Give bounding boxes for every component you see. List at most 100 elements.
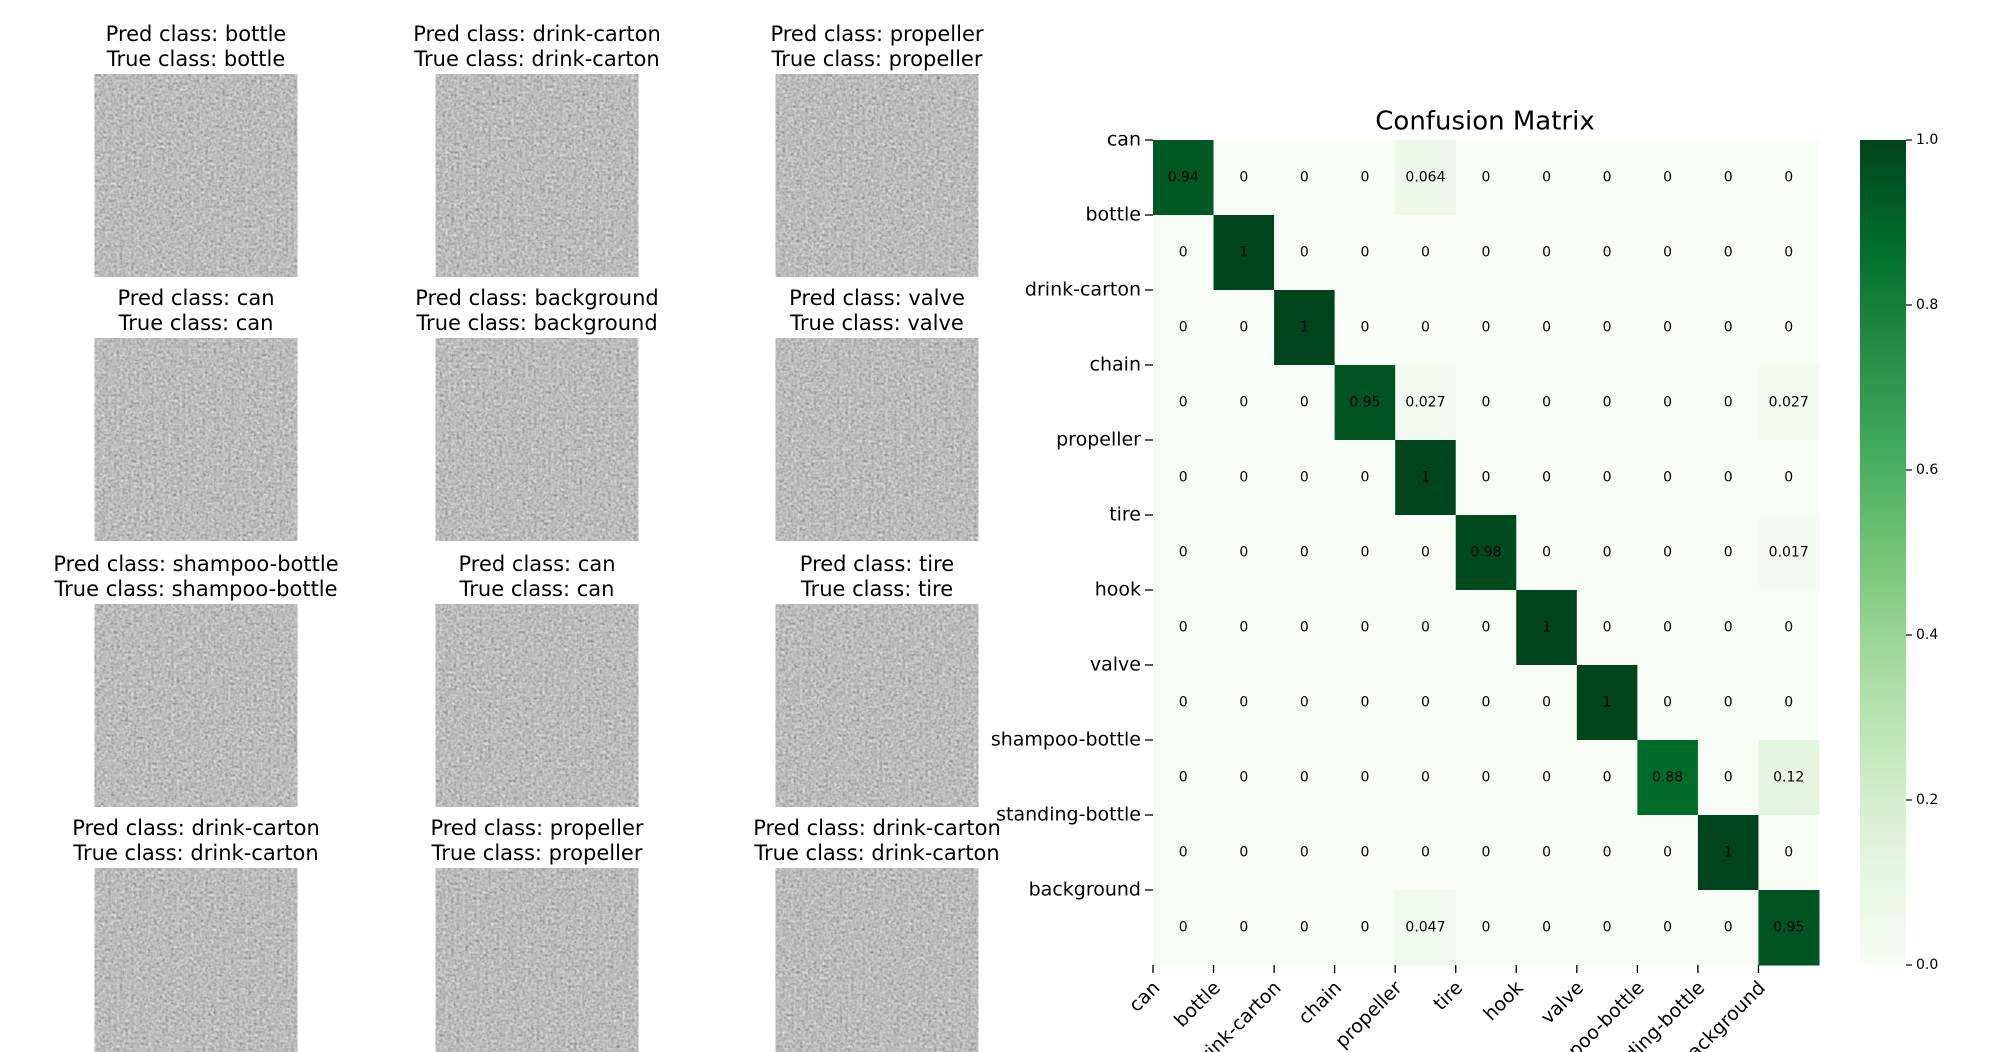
cell-label: 0 — [1179, 620, 1188, 636]
cell-label: 0 — [1421, 845, 1430, 861]
cell-label: 0 — [1603, 170, 1612, 186]
cell-label: 0 — [1300, 920, 1309, 936]
cell-label: 0 — [1542, 770, 1551, 786]
y-tick-label: valve — [1090, 654, 1141, 676]
cell-label: 0 — [1300, 395, 1309, 411]
cell-label: 0 — [1784, 845, 1793, 861]
figure: Pred class: bottleTrue class: bottlePred… — [0, 0, 2011, 1052]
cell-label: 0 — [1300, 545, 1309, 561]
cell-label: 0.064 — [1405, 170, 1445, 186]
sonar-image — [95, 338, 298, 541]
cell-label: 0 — [1663, 170, 1672, 186]
cell-label: 0 — [1724, 920, 1733, 936]
pred-label: Pred class: propeller — [770, 22, 983, 46]
cell-label: 0 — [1239, 695, 1248, 711]
cell-label: 0 — [1603, 920, 1612, 936]
cell-label: 0 — [1663, 920, 1672, 936]
cell-label: 0 — [1724, 545, 1733, 561]
cell-label: 0.027 — [1769, 395, 1809, 411]
cell-label: 0 — [1179, 545, 1188, 561]
cell-label: 0.95 — [1349, 395, 1380, 411]
cell-label: 0.047 — [1405, 920, 1445, 936]
true-label: True class: tire — [800, 577, 953, 601]
cell-label: 0.98 — [1470, 545, 1501, 561]
y-tick-label: can — [1107, 129, 1141, 151]
true-label: True class: drink-carton — [413, 47, 659, 71]
cell-label: 0 — [1542, 470, 1551, 486]
sonar-image — [436, 604, 639, 807]
cell-label: 0 — [1603, 395, 1612, 411]
cell-label: 0.88 — [1652, 770, 1683, 786]
cell-label: 0 — [1300, 620, 1309, 636]
cell-label: 0 — [1300, 845, 1309, 861]
colorbar-tick-label: 0.8 — [1916, 297, 1938, 313]
sonar-image — [776, 868, 979, 1052]
pred-label: Pred class: background — [415, 286, 658, 310]
cell-label: 0 — [1421, 770, 1430, 786]
x-tick-label: hook — [1479, 977, 1527, 1025]
true-label: True class: valve — [789, 311, 964, 335]
sonar-image — [776, 604, 979, 807]
sonar-image — [436, 338, 639, 541]
cell-label: 0 — [1179, 770, 1188, 786]
cell-label: 0 — [1603, 245, 1612, 261]
cell-label: 0 — [1179, 245, 1188, 261]
sonar-image — [776, 338, 979, 541]
y-tick-label: bottle — [1085, 204, 1141, 226]
true-label: True class: drink-carton — [753, 841, 999, 865]
cell-label: 0 — [1663, 395, 1672, 411]
cell-label: 0 — [1300, 245, 1309, 261]
cell-label: 0 — [1421, 320, 1430, 336]
cell-label: 0 — [1724, 770, 1733, 786]
cell-label: 0 — [1784, 320, 1793, 336]
cell-label: 0 — [1603, 620, 1612, 636]
cell-label: 0 — [1724, 245, 1733, 261]
x-tick-label: valve — [1537, 977, 1589, 1029]
cell-label: 0 — [1360, 470, 1369, 486]
colorbar-tick-label: 0.6 — [1916, 462, 1938, 478]
x-tick-label: can — [1125, 977, 1165, 1017]
pred-label: Pred class: can — [459, 552, 616, 576]
cell-label: 0 — [1179, 845, 1188, 861]
cell-label: 1 — [1542, 620, 1551, 636]
pred-label: Pred class: bottle — [106, 22, 287, 46]
cell-label: 0 — [1360, 545, 1369, 561]
cell-label: 0 — [1421, 245, 1430, 261]
pred-label: Pred class: propeller — [430, 816, 643, 840]
cell-label: 0 — [1663, 320, 1672, 336]
cell-label: 0.027 — [1405, 395, 1445, 411]
cell-label: 0 — [1179, 320, 1188, 336]
cell-label: 0 — [1300, 695, 1309, 711]
cell-label: 0 — [1663, 245, 1672, 261]
cell-label: 0 — [1603, 770, 1612, 786]
cell-label: 0 — [1482, 395, 1491, 411]
cell-label: 0 — [1360, 695, 1369, 711]
cell-label: 0 — [1179, 695, 1188, 711]
cell-label: 0 — [1663, 620, 1672, 636]
cell-label: 0 — [1542, 395, 1551, 411]
y-tick-label: drink-carton — [1025, 279, 1141, 301]
x-tick-label: tire — [1429, 977, 1467, 1015]
cell-label: 0 — [1482, 470, 1491, 486]
cell-label: 1 — [1724, 845, 1733, 861]
true-label: True class: background — [415, 311, 657, 335]
cell-label: 0 — [1542, 245, 1551, 261]
cell-label: 0 — [1482, 170, 1491, 186]
cell-label: 0 — [1542, 695, 1551, 711]
cell-label: 0 — [1482, 695, 1491, 711]
colorbar-tick-label: 0.2 — [1916, 792, 1938, 808]
x-tick-label: propeller — [1331, 977, 1407, 1052]
cell-label: 1 — [1603, 695, 1612, 711]
cell-label: 0 — [1179, 920, 1188, 936]
cell-label: 0 — [1300, 170, 1309, 186]
cell-label: 0.12 — [1773, 770, 1804, 786]
cell-label: 1 — [1300, 320, 1309, 336]
true-label: True class: drink-carton — [72, 841, 318, 865]
cell-label: 1 — [1239, 245, 1248, 261]
cell-label: 0 — [1724, 470, 1733, 486]
cell-label: 0 — [1482, 245, 1491, 261]
cell-label: 0 — [1360, 170, 1369, 186]
cell-label: 0 — [1239, 470, 1248, 486]
